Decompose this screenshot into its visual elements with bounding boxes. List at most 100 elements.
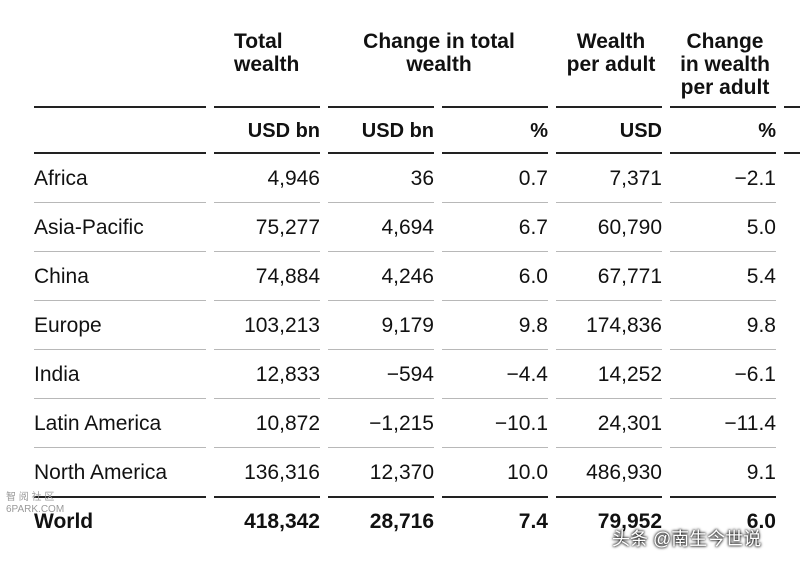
units-rule [442,152,548,154]
header-rule [34,106,206,108]
wealth-per-adult-cell: 174,836 [586,314,662,337]
wealth-per-adult-cell: 14,252 [597,363,662,386]
units-rule [214,152,320,154]
row-separator [670,300,776,301]
header-total-wealth: Total wealth [234,30,344,76]
row-separator [328,447,434,448]
row-separator [34,349,206,350]
change-total-cell: −1,215 [369,412,434,435]
change-per-adult-pct-cell: 6.0 [746,510,776,533]
row-separator [214,349,320,350]
header-rule [328,106,434,108]
change-total-pct-cell: −10.1 [494,412,548,435]
table-row: North America 136,316 12,370 10.0 486,93… [0,449,800,497]
row-separator [34,300,206,301]
header-change-per-adult-line2: in wealth [680,53,770,76]
header-rule [214,106,320,108]
region-cell: World [34,510,94,533]
change-total-pct-cell: 0.7 [518,167,548,190]
row-separator [670,251,776,252]
change-per-adult-pct-cell: 5.0 [746,216,776,239]
row-separator [442,202,548,203]
wealth-per-adult-cell: 24,301 [597,412,662,435]
row-separator [214,447,320,448]
row-separator [442,398,548,399]
units-rule [784,152,800,154]
row-separator [34,202,206,203]
header-wealth-per-adult: Wealth per adult [556,30,666,76]
header-wealth-per-adult-line2: per adult [566,53,656,76]
unit-change-per-adult-pct: % [758,120,776,142]
row-separator [556,398,662,399]
row-separator [442,251,548,252]
table-row: Latin America 10,872 −1,215 −10.1 24,301… [0,400,800,448]
table-row: Asia-Pacific 75,277 4,694 6.7 60,790 5.0 [0,204,800,252]
total-wealth-cell: 103,213 [244,314,320,337]
unit-total-wealth: USD bn [247,120,320,142]
total-rule [670,496,776,498]
row-separator [670,398,776,399]
row-separator [34,447,206,448]
units-rule [556,152,662,154]
units-rule [670,152,776,154]
row-separator [34,251,206,252]
total-wealth-cell: 74,884 [255,265,320,288]
change-total-cell: 4,694 [381,216,434,239]
change-per-adult-pct-cell: 5.4 [746,265,776,288]
table-total-row: World 418,342 28,716 7.4 79,952 6.0 [0,498,800,546]
total-wealth-cell: 12,833 [255,363,320,386]
header-change-total-wealth: Change in total wealth [344,30,534,76]
row-separator [556,251,662,252]
change-total-cell: 12,370 [369,461,434,484]
region-cell: China [34,265,89,288]
change-total-cell: 36 [410,167,434,190]
region-cell: North America [34,461,168,484]
table-row: Europe 103,213 9,179 9.8 174,836 9.8 [0,302,800,350]
header-change-per-adult-line1: Change [686,30,764,53]
wealth-per-adult-cell: 7,371 [609,167,662,190]
row-separator [328,202,434,203]
header-total-wealth-line1: Total [234,30,283,53]
table-row: Africa 4,946 36 0.7 7,371 −2.1 [0,155,800,203]
row-separator [442,349,548,350]
change-per-adult-pct-cell: −2.1 [734,167,776,190]
change-total-cell: 28,716 [369,510,434,533]
row-separator [670,202,776,203]
change-total-cell: −594 [386,363,434,386]
row-separator [442,447,548,448]
watermark-right: 头条 @南生今世说 [612,529,762,549]
row-separator [328,300,434,301]
change-total-pct-cell: 6.7 [518,216,548,239]
total-wealth-cell: 4,946 [267,167,320,190]
watermark-left-line1: 智 阅 社 区 [6,492,55,503]
row-separator [214,202,320,203]
region-cell: Latin America [34,412,162,435]
total-rule [556,496,662,498]
total-wealth-cell: 418,342 [244,510,320,533]
change-total-pct-cell: 9.8 [518,314,548,337]
wealth-per-adult-cell: 60,790 [597,216,662,239]
row-separator [670,447,776,448]
region-cell: Asia-Pacific [34,216,144,239]
change-per-adult-pct-cell: −6.1 [734,363,776,386]
row-separator [328,349,434,350]
total-rule [34,496,206,498]
row-separator [556,202,662,203]
header-change-per-adult: Change in wealth per adult [670,30,780,99]
header-change-total-line2: wealth [406,53,472,76]
watermark-left-line2: 6PARK.COM [6,504,65,515]
wealth-per-adult-cell: 67,771 [597,265,662,288]
wealth-per-adult-cell: 79,952 [597,510,662,533]
row-separator [670,349,776,350]
row-separator [556,300,662,301]
row-separator [556,447,662,448]
region-cell: Africa [34,167,88,190]
unit-wealth-per-adult: USD [619,120,662,142]
change-total-cell: 9,179 [381,314,434,337]
unit-change-total: USD bn [361,120,434,142]
row-separator [556,349,662,350]
change-total-pct-cell: −4.4 [506,363,548,386]
total-rule [328,496,434,498]
header-change-per-adult-line3: per adult [680,76,770,99]
header-wealth-per-adult-line1: Wealth [576,30,646,53]
